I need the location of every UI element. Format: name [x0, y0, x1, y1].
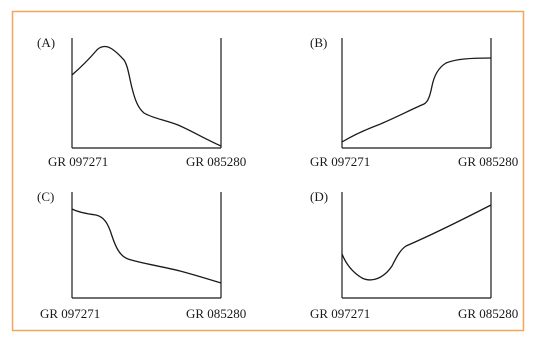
panel-b-left-label: GR 097271: [310, 154, 370, 169]
panel-a-profile-curve: [71, 45, 222, 147]
panel-b-label: (B): [310, 35, 327, 50]
panel-a-label: (A): [37, 35, 55, 50]
figure-frame: [11, 10, 525, 332]
panel-d-label: (D): [310, 189, 328, 204]
panel-c-right-label: GR 085280: [186, 306, 246, 321]
panel-a-left-label: GR 097271: [48, 154, 108, 169]
panel-d-left-label: GR 097271: [310, 306, 370, 321]
panel-c-label: (C): [37, 189, 54, 204]
panel-d-profile-curve: [341, 204, 492, 281]
panel-a-right-label: GR 085280: [186, 154, 246, 169]
panel-d-right-label: GR 085280: [458, 306, 518, 321]
panel-b: (B) GR 097271 GR 085280: [310, 35, 518, 169]
panel-a: (A) GR 097271 GR 085280: [37, 35, 246, 169]
panel-c-profile-curve: [71, 208, 222, 284]
panel-c: (C) GR 097271 GR 085280: [37, 189, 246, 321]
panel-d: (D) GR 097271 GR 085280: [310, 189, 518, 321]
panel-c-left-label: GR 097271: [40, 306, 100, 321]
panel-b-profile-curve: [341, 57, 492, 143]
panel-b-right-label: GR 085280: [458, 154, 518, 169]
